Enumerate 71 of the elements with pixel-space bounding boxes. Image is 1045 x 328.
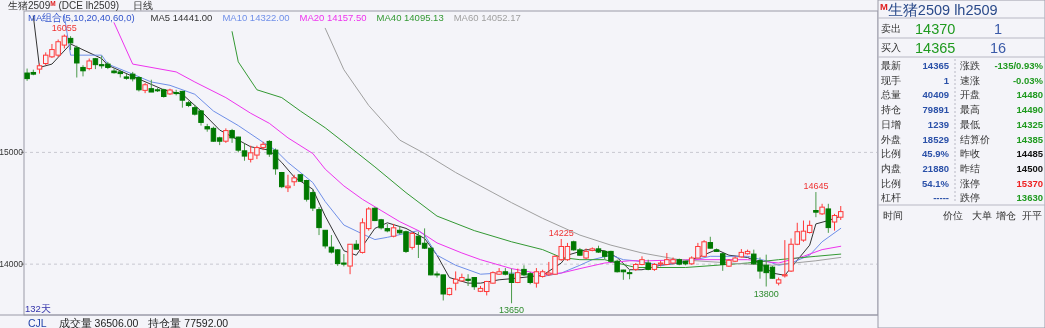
text: 昨收 [960, 148, 980, 160]
text: 14370 [915, 21, 956, 37]
text: 速涨 [960, 74, 980, 86]
text: 总量 [880, 89, 901, 101]
text: 持仓 [881, 104, 901, 116]
text: 成交量 36506.00 [58, 316, 139, 328]
text: 比例 [881, 148, 901, 160]
text: 涨跌 [960, 60, 980, 71]
text: 16 [989, 40, 1007, 56]
text: 大单 [972, 210, 992, 221]
annotation: 14225 [548, 228, 574, 238]
text: 40409 [922, 89, 949, 101]
text: 最低 [960, 118, 980, 130]
text: 增仓 [995, 210, 1016, 221]
text: 结算价 [960, 133, 990, 145]
text: 14365 [915, 40, 956, 56]
text: 最新 [881, 60, 901, 71]
annotation: 13650 [499, 305, 525, 316]
text: 时间 [883, 210, 903, 221]
text: CJL [28, 316, 47, 328]
text: 持仓量 77592.00 [148, 316, 229, 328]
text: 1239 [927, 118, 949, 130]
chart-subtitle: 日线 [133, 0, 154, 11]
text: 13630 [1016, 192, 1043, 204]
text: 内盘 [881, 162, 901, 174]
text: 21880 [922, 162, 949, 174]
text: 跌停 [960, 192, 980, 204]
text: 14500 [1016, 162, 1043, 174]
text: 45.9% [922, 148, 950, 160]
text: 1 [993, 21, 1003, 37]
text: 涨停 [960, 177, 980, 189]
chart-title: 生猪2509$^{M}$ (DCE lh2509) [8, 0, 120, 11]
y-tick-label: 14000 [0, 259, 24, 270]
legend-title: MA组合(5,10,20,40,60,0) [28, 12, 135, 23]
text: 15370 [1016, 177, 1043, 189]
text: 14485 [1016, 148, 1044, 160]
text: ----- [933, 192, 949, 204]
text: 开平 [1022, 210, 1042, 221]
text: 最高 [960, 104, 980, 116]
annotation: 14645 [803, 181, 829, 192]
text: 14480 [1016, 89, 1043, 101]
text: 14385 [1016, 133, 1044, 145]
text: 14490 [1016, 104, 1043, 116]
annotation: 16055 [51, 23, 77, 34]
text: 杠杆 [880, 192, 901, 204]
annotation: 132天 [25, 303, 51, 314]
text: 14325 [1016, 118, 1044, 130]
text: MA60 14052.17 [453, 12, 521, 23]
text: 54.1% [922, 177, 950, 189]
text: 日增 [881, 118, 901, 130]
text: 14365 [922, 60, 950, 71]
annotation: 13800 [753, 288, 779, 299]
text: 卖出 [881, 23, 901, 34]
text: -135/0.93% [994, 60, 1044, 71]
text: 开盘 [960, 89, 980, 101]
text: 79891 [922, 104, 950, 116]
text: 18529 [922, 133, 949, 145]
text: $^{M}$生猪2509 lh2509 [880, 0, 998, 18]
text: MA40 14095.13 [376, 12, 444, 23]
text: MA20 14157.50 [299, 12, 367, 23]
text: 外盘 [881, 133, 901, 145]
text: MA10 14322.00 [222, 12, 290, 23]
text: 价位 [942, 210, 963, 221]
text: -0.03% [1012, 74, 1044, 86]
y-tick-label: 15000 [0, 147, 24, 158]
text: 现手 [881, 74, 901, 86]
text: 比例 [881, 177, 901, 189]
text: 昨结 [960, 162, 980, 174]
text: 买入 [881, 42, 901, 53]
text: 1 [943, 74, 950, 86]
text: MA5 14441.00 [150, 12, 213, 23]
